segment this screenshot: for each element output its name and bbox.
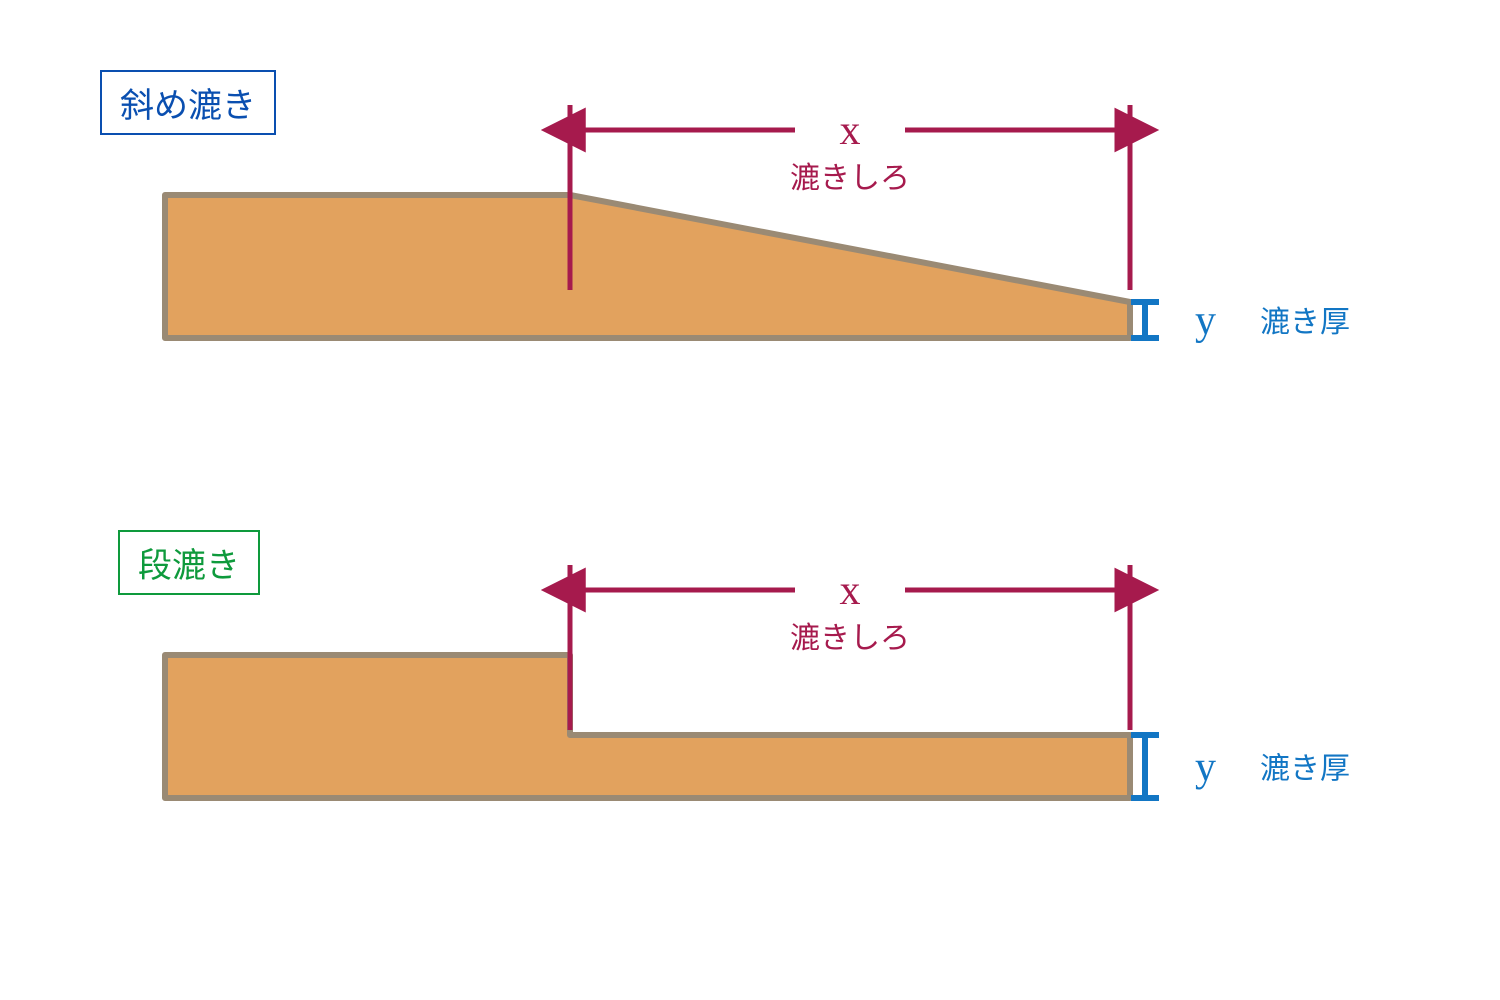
- title-step-text: 段漉き: [138, 547, 240, 585]
- diagram-step: x 漉きしろ y 漉き厚: [165, 565, 1350, 798]
- leather-shape: [165, 655, 1130, 798]
- y-sublabel: 漉き厚: [1260, 306, 1350, 339]
- x-sublabel: 漉きしろ: [790, 622, 910, 655]
- diagram-canvas: x 漉きしろ y 漉き厚 x 漉きしろ y 漉き厚: [0, 0, 1500, 1000]
- diagram-diagonal: x 漉きしろ y 漉き厚: [165, 105, 1350, 344]
- title-diagonal-text: 斜め漉き: [120, 87, 256, 125]
- y-label: y: [1195, 745, 1216, 791]
- x-label: x: [840, 568, 861, 614]
- leather-shape: [165, 195, 1130, 338]
- x-sublabel: 漉きしろ: [790, 162, 910, 195]
- y-label: y: [1195, 298, 1216, 344]
- title-step: 段漉き: [118, 530, 260, 595]
- x-label: x: [840, 108, 861, 154]
- y-sublabel: 漉き厚: [1260, 753, 1350, 786]
- title-diagonal: 斜め漉き: [100, 70, 276, 135]
